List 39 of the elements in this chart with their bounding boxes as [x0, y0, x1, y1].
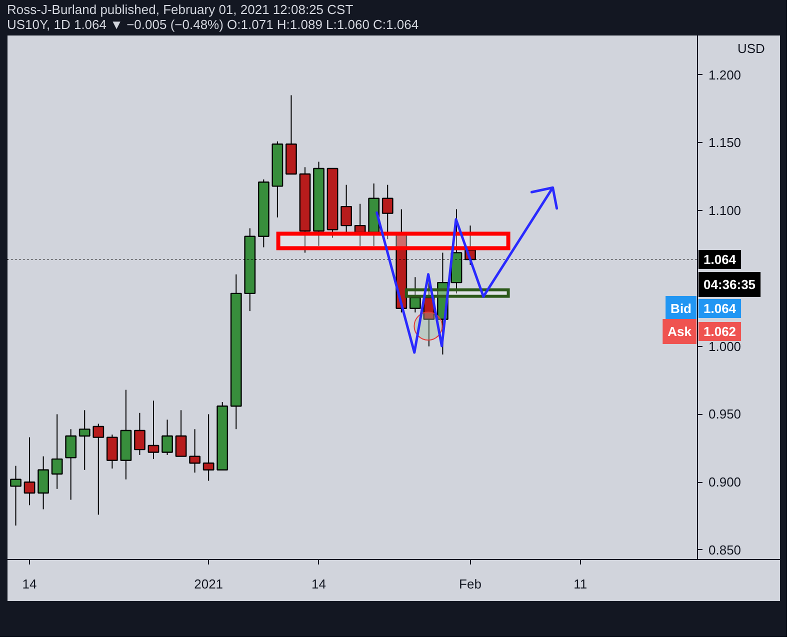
- candlestick: [92, 423, 104, 516]
- x-tick-label: Feb: [459, 576, 482, 592]
- ref-line-label: 1.064: [704, 252, 737, 267]
- y-tick-label: 1.000: [708, 338, 742, 354]
- y-tick-label: 1.200: [708, 67, 742, 82]
- annotation: Bid: [670, 300, 692, 316]
- candlestick: [162, 419, 173, 456]
- chart-subtitle: US10Y, 1D 1.064 ▼ −0.005 (−0.48%) O:1.071 H:1.089 L:1.060 C:1.064: [7, 17, 419, 32]
- y-tick-label: 1.100: [708, 203, 742, 218]
- candlestick: [24, 436, 36, 506]
- candlestick: [38, 456, 50, 510]
- chart-title: Ross-J-Burland published, February 01, 2021 12:08:25 CST: [7, 2, 354, 17]
- candlestick: [134, 412, 146, 456]
- candlestick: [148, 400, 160, 460]
- y-axis-title: USD: [738, 41, 765, 56]
- text: 1.062: [704, 324, 736, 339]
- text: 04:36:35: [704, 276, 756, 292]
- candlestick: [78, 410, 90, 470]
- y-tick-label: 1.150: [708, 135, 742, 150]
- candlestick: [10, 465, 22, 526]
- text: 1.064: [704, 300, 737, 316]
- candlestick: [340, 184, 352, 234]
- candlestick: [354, 203, 366, 246]
- x-tick-label: 11: [574, 576, 588, 592]
- candlestick: [106, 434, 118, 470]
- x-tick-label: 2021: [194, 576, 224, 592]
- candlestick: [51, 414, 63, 490]
- y-tick-label: 0.850: [708, 542, 742, 558]
- x-tick-label: 14: [312, 576, 326, 592]
- candlestick: [202, 414, 214, 482]
- y-tick-label: 0.900: [708, 474, 742, 490]
- candlestick: [189, 428, 200, 474]
- candlestick: [409, 276, 421, 313]
- candlestick: [175, 410, 187, 457]
- x-tick-label: 14: [22, 576, 37, 592]
- candlestick: [382, 184, 394, 240]
- candlestick: [65, 428, 77, 500]
- y-tick-label: 0.950: [708, 406, 742, 422]
- annotation: Ask: [668, 324, 692, 339]
